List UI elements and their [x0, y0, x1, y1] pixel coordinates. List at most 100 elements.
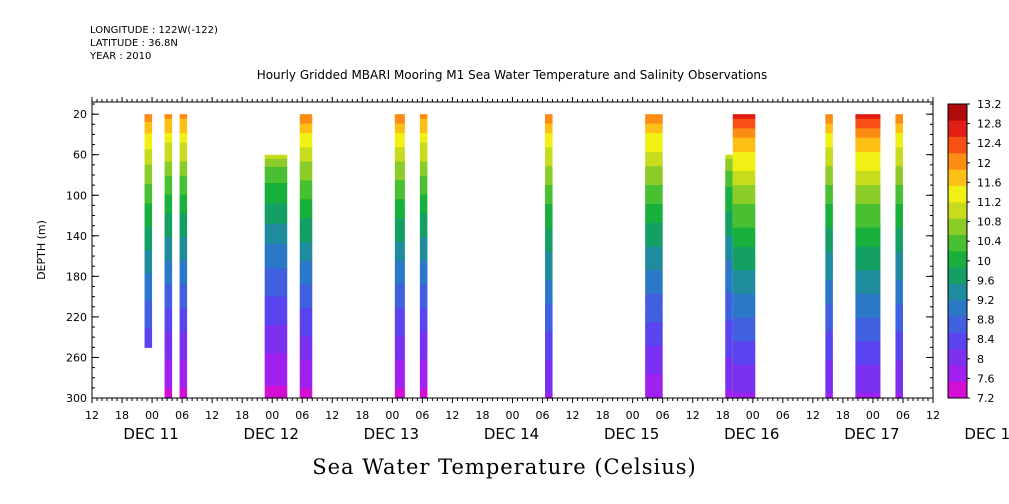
- temperature-column-10: [732, 345, 756, 352]
- temperature-column-11: [825, 227, 833, 234]
- temperature-column-7: [545, 185, 553, 191]
- temperature-column-13: [895, 147, 903, 153]
- temperature-column-5: [394, 265, 405, 271]
- temperature-column-4: [299, 374, 313, 380]
- temperature-column-3: [264, 349, 288, 354]
- temperature-column-7: [545, 175, 553, 181]
- temperature-column-5: [394, 256, 405, 262]
- temperature-column-7: [545, 308, 553, 314]
- temperature-column-3: [264, 381, 288, 387]
- temperature-column-8: [645, 364, 663, 371]
- temperature-column-4: [299, 279, 313, 286]
- temperature-column-0: [144, 129, 153, 135]
- temperature-column-8: [645, 312, 663, 319]
- temperature-column-5: [394, 388, 405, 394]
- x-tick-label: 18: [475, 409, 489, 422]
- temperature-column-8: [645, 123, 663, 129]
- temperature-column-4: [299, 161, 313, 167]
- temperature-column-6: [419, 379, 428, 385]
- temperature-column-0: [144, 285, 153, 290]
- temperature-column-7: [545, 222, 553, 229]
- temperature-column-0: [144, 339, 153, 345]
- x-day-label: DEC 14: [484, 425, 539, 443]
- temperature-column-3: [264, 276, 288, 282]
- temperature-column-7: [545, 379, 553, 385]
- temperature-column-11: [825, 208, 833, 215]
- temperature-column-8: [645, 170, 663, 177]
- temperature-column-6: [419, 317, 428, 323]
- temperature-column-12: [855, 147, 881, 153]
- temperature-column-3: [264, 215, 288, 221]
- temperature-column-6: [419, 388, 428, 394]
- temperature-column-8: [645, 336, 663, 342]
- temperature-column-12: [855, 260, 881, 267]
- temperature-column-7: [545, 364, 553, 371]
- temperature-column-7: [545, 289, 553, 295]
- temperature-column-4: [299, 270, 313, 276]
- temperature-column-5: [394, 345, 405, 352]
- temperature-column-9: [725, 207, 733, 213]
- temperature-column-9: [725, 179, 733, 184]
- temperature-column-4: [299, 213, 313, 219]
- temperature-column-4: [299, 284, 313, 290]
- temperature-column-3: [264, 166, 288, 172]
- temperature-column-0: [144, 343, 153, 348]
- temperature-column-3: [264, 174, 288, 180]
- temperature-column-3: [264, 357, 288, 363]
- temperature-column-6: [419, 298, 428, 304]
- temperature-column-5: [394, 364, 405, 371]
- temperature-column-4: [299, 393, 313, 399]
- temperature-column-13: [895, 350, 903, 357]
- temperature-column-1: [164, 185, 173, 191]
- temperature-column-7: [545, 256, 553, 262]
- temperature-column-11: [825, 213, 833, 219]
- plot-frame: [91, 101, 934, 399]
- temperature-column-5: [394, 227, 405, 234]
- temperature-column-10: [732, 185, 756, 191]
- temperature-column-10: [732, 360, 756, 366]
- temperature-column-8: [645, 256, 663, 262]
- temperature-column-7: [545, 322, 553, 328]
- colorbar-swatch: [948, 349, 967, 366]
- temperature-column-5: [394, 208, 405, 215]
- temperature-column-4: [299, 369, 313, 375]
- colorbar-label: 9.6: [977, 274, 995, 287]
- temperature-column-12: [855, 161, 881, 167]
- temperature-column-13: [895, 393, 903, 399]
- temperature-column-12: [855, 137, 881, 144]
- temperature-column-2: [179, 350, 188, 357]
- temperature-column-2: [179, 379, 188, 385]
- x-tick-label: 00: [866, 409, 880, 422]
- temperature-column-4: [299, 227, 313, 234]
- x-tick-label: 00: [746, 409, 760, 422]
- temperature-column-10: [732, 383, 756, 390]
- temperature-column-10: [732, 156, 756, 163]
- temperature-column-11: [825, 204, 833, 210]
- temperature-column-8: [645, 350, 663, 357]
- temperature-column-1: [164, 284, 173, 290]
- temperature-column-10: [732, 312, 756, 319]
- temperature-column-2: [179, 246, 188, 252]
- temperature-column-1: [164, 298, 173, 304]
- x-tick-label: 12: [566, 409, 580, 422]
- temperature-column-5: [394, 251, 405, 257]
- temperature-column-1: [164, 118, 173, 125]
- temperature-column-10: [732, 137, 756, 144]
- temperature-column-11: [825, 142, 833, 148]
- temperature-column-12: [855, 133, 881, 139]
- temperature-column-13: [895, 360, 903, 366]
- x-tick-label: 06: [896, 409, 910, 422]
- temperature-column-12: [855, 237, 881, 243]
- temperature-column-0: [144, 246, 153, 251]
- temperature-column-0: [144, 324, 153, 329]
- temperature-column-6: [419, 369, 428, 375]
- temperature-column-8: [645, 114, 663, 120]
- temperature-column-9: [725, 292, 733, 298]
- temperature-column-7: [545, 345, 553, 352]
- temperature-column-9: [725, 385, 733, 391]
- temperature-column-2: [179, 170, 188, 177]
- temperature-column-5: [394, 237, 405, 243]
- temperature-column-7: [545, 114, 553, 120]
- temperature-column-3: [264, 223, 288, 229]
